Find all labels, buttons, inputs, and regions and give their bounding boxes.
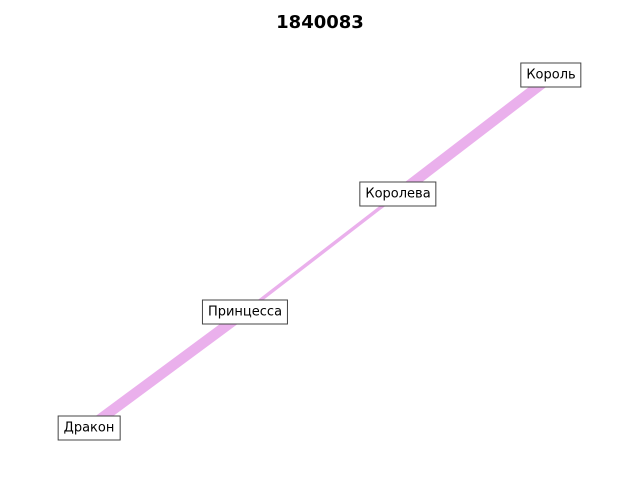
edge-koroleva-printsessa (243, 192, 400, 314)
edge-korol-koroleva (394, 74, 552, 199)
edge-printsessa-drakon (91, 307, 249, 428)
node-printsessa: Принцесса (201, 299, 289, 325)
node-korol: Король (520, 62, 582, 88)
chart-title: 1840083 (276, 12, 364, 33)
node-koroleva: Королева (359, 181, 437, 207)
node-drakon: Дракон (57, 415, 121, 441)
